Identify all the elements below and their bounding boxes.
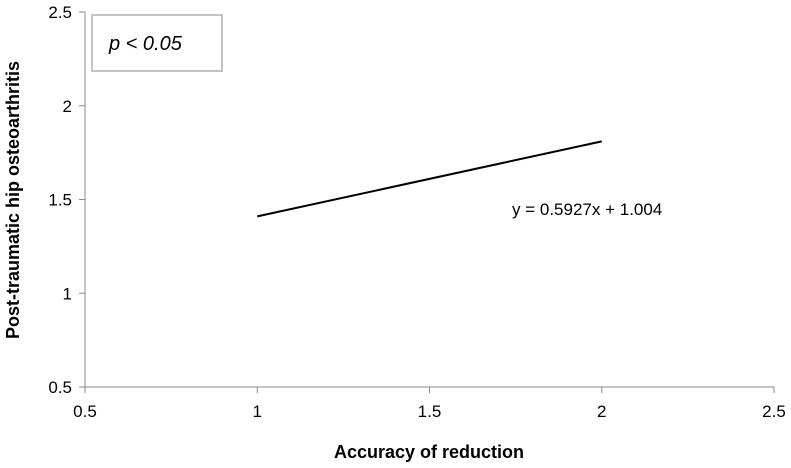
significance-box (91, 14, 223, 72)
x-tick-label: 0.5 (73, 402, 97, 421)
series-group (257, 140, 602, 218)
x-tick-label: 2.5 (762, 402, 786, 421)
x-tick-label: 1 (253, 402, 262, 421)
y-tick-label: 1.5 (48, 191, 72, 210)
y-axis-ticks: 0.5 1 1.5 2 2.5 (48, 3, 85, 397)
y-tick-label: 0.5 (48, 378, 72, 397)
x-axis-ticks: 0.5 1 1.5 2 2.5 (73, 387, 786, 421)
y-tick-label: 2.5 (48, 3, 72, 22)
x-tick-label: 2 (597, 402, 606, 421)
y-tick-label: 2 (63, 97, 72, 116)
x-tick-label: 1.5 (418, 402, 442, 421)
significance-label: p < 0.05 (108, 33, 183, 55)
y-axis-title: Post-traumatic hip osteoarthritis (3, 61, 23, 339)
trend-line (257, 140, 602, 218)
x-axis-title: Accuracy of reduction (334, 442, 524, 462)
y-tick-label: 1 (63, 284, 72, 303)
equation-label: y = 0.5927x + 1.004 (512, 200, 662, 219)
